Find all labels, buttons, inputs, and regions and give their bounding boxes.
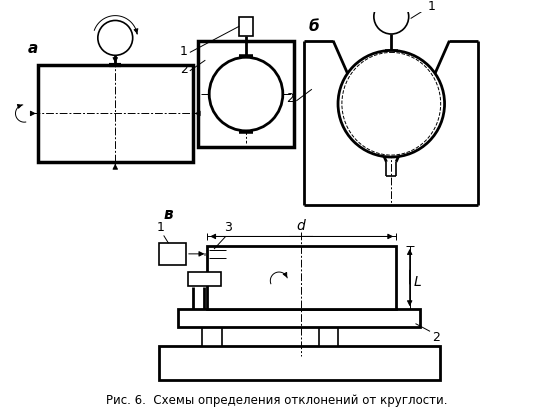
Bar	[188, 272, 221, 286]
Bar	[159, 346, 440, 380]
Bar	[202, 327, 222, 346]
Bar	[319, 327, 338, 346]
Bar	[198, 41, 294, 147]
Circle shape	[374, 0, 409, 34]
Text: 3: 3	[224, 221, 232, 234]
Circle shape	[98, 20, 133, 55]
Ellipse shape	[342, 53, 440, 155]
Text: б: б	[309, 19, 320, 34]
Circle shape	[209, 57, 283, 131]
Text: 2: 2	[286, 93, 294, 106]
Text: 2: 2	[432, 332, 440, 344]
Bar	[239, 17, 253, 36]
Bar	[207, 246, 396, 309]
Text: а: а	[28, 41, 38, 56]
Text: 1: 1	[180, 45, 188, 58]
Text: 1: 1	[157, 221, 165, 234]
Text: L: L	[414, 275, 421, 289]
Text: 1: 1	[428, 0, 436, 13]
Bar	[38, 65, 193, 162]
Bar	[159, 243, 186, 264]
Circle shape	[338, 50, 444, 157]
Text: в: в	[163, 207, 173, 222]
Text: d: d	[297, 219, 306, 233]
Text: Рис. 6.  Схемы определения отклонений от круглости.: Рис. 6. Схемы определения отклонений от …	[106, 394, 448, 407]
Bar	[178, 309, 420, 327]
Text: 2: 2	[180, 63, 188, 76]
